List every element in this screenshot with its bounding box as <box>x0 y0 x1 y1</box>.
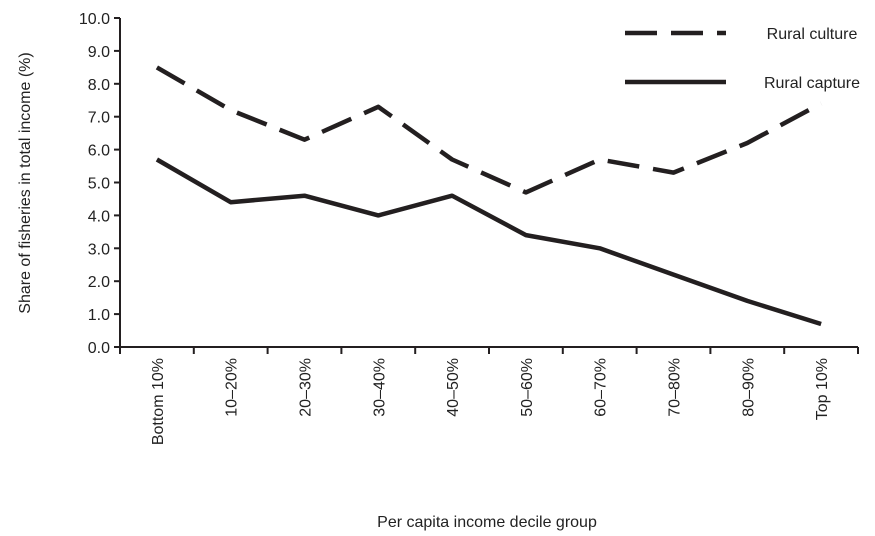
x-tick-label: 70–80% <box>667 358 684 417</box>
y-tick-label: 10.0 <box>79 11 110 28</box>
y-tick-label: 4.0 <box>88 208 110 225</box>
series-lines <box>155 65 823 327</box>
legend-label: Rural capture <box>764 75 860 92</box>
x-tick-label: 40–50% <box>445 358 462 417</box>
y-axis-title: Share of fisheries in total income (%) <box>17 52 34 313</box>
y-tick-label: 7.0 <box>88 110 110 127</box>
y-tick-label: 3.0 <box>88 241 110 258</box>
series-line-rural-culture <box>155 65 823 195</box>
y-axis: 0.0 1.0 2.0 3.0 4.0 5.0 6.0 7.0 8.0 9.0 10.0 <box>79 11 121 357</box>
x-tick-label: 30–40% <box>371 358 388 417</box>
x-tick-label: 10–20% <box>224 358 241 417</box>
y-tick-label: 9.0 <box>88 44 110 61</box>
series-line-rural-capture <box>155 157 822 327</box>
y-tick-label: 0.0 <box>88 340 110 357</box>
x-tick-label: 80–90% <box>740 358 757 417</box>
y-tick-label: 2.0 <box>88 274 110 291</box>
legend: Rural culture Rural capture <box>625 26 860 92</box>
x-tick-label: 60–70% <box>593 358 610 417</box>
y-tick-label: 5.0 <box>88 176 110 193</box>
y-tick-label: 6.0 <box>88 143 110 160</box>
x-tick-label: Bottom 10% <box>150 358 167 445</box>
x-tick-label: 50–60% <box>519 358 536 417</box>
y-tick-label: 8.0 <box>88 77 110 94</box>
x-tick-label: Top 10% <box>814 358 831 420</box>
legend-label: Rural culture <box>767 26 858 43</box>
x-axis: Bottom 10% 10–20% 20–30% 30–40% 40–50% 50–60%… <box>119 346 859 445</box>
x-tick-label: 20–30% <box>298 358 315 417</box>
y-tick-label: 1.0 <box>88 307 110 324</box>
x-axis-title: Per capita income decile group <box>377 514 597 531</box>
